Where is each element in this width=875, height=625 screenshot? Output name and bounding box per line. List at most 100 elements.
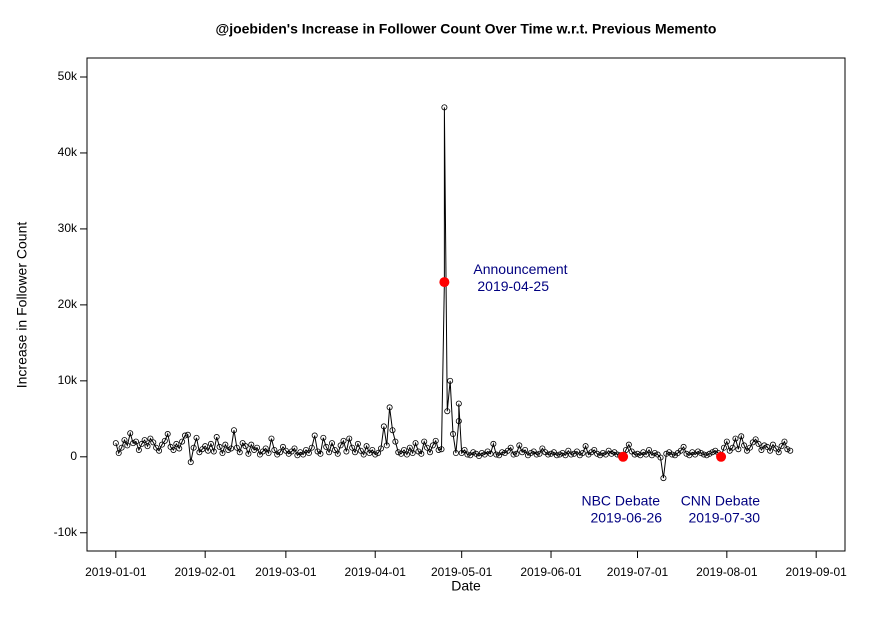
- annotation-date: 2019-04-25: [477, 278, 549, 294]
- data-point: [242, 443, 249, 450]
- data-point: [202, 443, 209, 450]
- data-point: [409, 450, 416, 457]
- data-point: [533, 451, 540, 458]
- data-point: [478, 450, 485, 457]
- y-tick-label: 0: [70, 449, 77, 463]
- data-point: [643, 451, 650, 458]
- data-point: [591, 446, 598, 453]
- x-tick-label: 2019-09-01: [785, 565, 847, 579]
- data-point: [156, 447, 163, 454]
- data-point: [752, 436, 759, 443]
- data-point: [254, 444, 261, 451]
- data-point: [406, 444, 413, 451]
- data-point: [536, 450, 543, 457]
- data-point: [657, 454, 664, 461]
- data-point: [429, 442, 436, 449]
- data-point: [328, 440, 335, 447]
- chart-title: @joebiden's Increase in Follower Count O…: [216, 21, 717, 37]
- data-point: [424, 444, 431, 451]
- data-point: [124, 442, 131, 449]
- data-point: [225, 446, 232, 453]
- data-point: [147, 435, 154, 442]
- y-tick-label: 10k: [58, 373, 78, 387]
- data-point: [631, 451, 638, 458]
- data-point: [784, 446, 791, 453]
- data-point: [377, 445, 384, 452]
- data-point: [787, 447, 794, 454]
- data-point: [334, 450, 341, 457]
- data-point: [487, 450, 494, 457]
- data-point: [121, 437, 128, 444]
- data-point: [158, 441, 165, 448]
- data-point: [395, 449, 402, 456]
- data-point: [193, 434, 200, 441]
- data-point: [764, 443, 771, 450]
- data-point: [320, 434, 327, 441]
- data-point: [360, 451, 367, 458]
- data-point: [735, 446, 742, 453]
- data-point: [181, 432, 188, 439]
- data-point: [772, 445, 779, 452]
- data-point: [579, 450, 586, 457]
- annotation-label: CNN Debate: [681, 493, 761, 509]
- data-point: [758, 446, 765, 453]
- data-point: [738, 433, 745, 440]
- data-point: [268, 435, 275, 442]
- data-point: [450, 431, 457, 438]
- data-point: [271, 446, 278, 453]
- data-point: [343, 448, 350, 455]
- data-point: [233, 444, 240, 451]
- data-point: [187, 459, 194, 466]
- data-point: [161, 437, 168, 444]
- data-point: [403, 451, 410, 458]
- data-point: [720, 444, 727, 451]
- y-tick-label: 30k: [58, 221, 78, 235]
- data-point: [230, 427, 237, 434]
- y-tick-label: 50k: [58, 69, 78, 83]
- data-point: [663, 450, 670, 457]
- data-point: [176, 445, 183, 452]
- data-point: [138, 440, 145, 447]
- data-point: [602, 451, 609, 458]
- data-point: [507, 444, 514, 451]
- data-point: [426, 449, 433, 456]
- data-point: [380, 423, 387, 430]
- data-point: [723, 438, 730, 445]
- data-point: [470, 449, 477, 456]
- data-point: [150, 439, 157, 446]
- highlight-point: [439, 277, 450, 288]
- data-point: [625, 441, 632, 448]
- data-point: [669, 451, 676, 458]
- data-point: [392, 438, 399, 445]
- data-point: [527, 450, 534, 457]
- y-tick-label: -10k: [54, 525, 78, 539]
- y-tick-label: 20k: [58, 297, 78, 311]
- data-point: [539, 445, 546, 452]
- data-point: [340, 437, 347, 444]
- data-point: [562, 452, 569, 459]
- data-point: [317, 450, 324, 457]
- data-point: [775, 449, 782, 456]
- data-point: [746, 444, 753, 451]
- data-point: [706, 450, 713, 457]
- data-point: [461, 446, 468, 453]
- x-tick-label: 2019-04-01: [345, 565, 407, 579]
- x-axis-label: Date: [451, 578, 481, 594]
- data-point: [447, 377, 454, 384]
- data-point: [369, 446, 376, 453]
- data-point: [599, 450, 606, 457]
- data-point: [769, 441, 776, 448]
- data-point: [326, 449, 333, 456]
- data-point: [308, 444, 315, 451]
- data-point: [216, 443, 223, 450]
- data-point: [245, 450, 252, 457]
- data-point: [683, 450, 690, 457]
- data-point: [778, 443, 785, 450]
- x-tick-label: 2019-01-01: [85, 565, 147, 579]
- data-point: [594, 450, 601, 457]
- data-point: [646, 446, 653, 453]
- data-point: [386, 404, 393, 411]
- data-point: [118, 444, 125, 451]
